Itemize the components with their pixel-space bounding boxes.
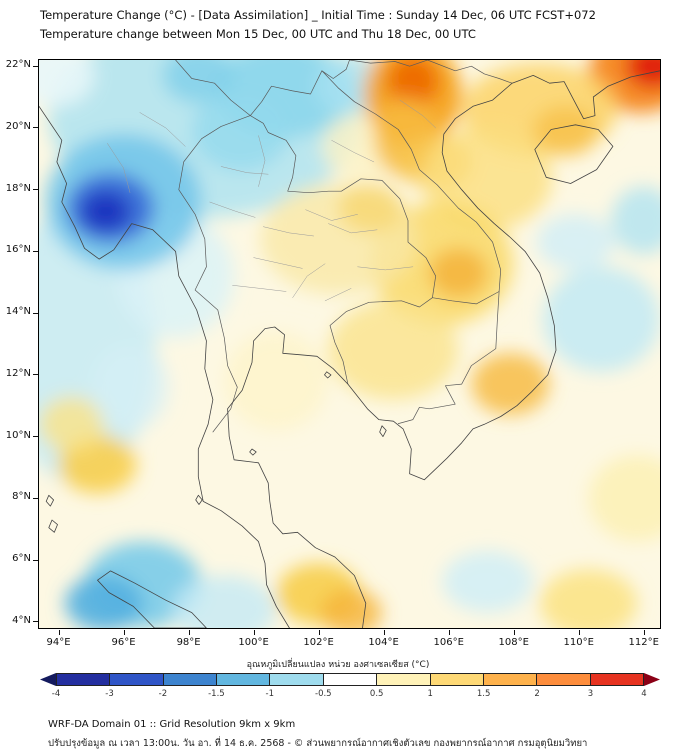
colorbar-overflow-arrow [644, 673, 660, 686]
lon-tick-mark [58, 630, 60, 635]
lat-tick-label: 14°N [5, 306, 31, 318]
colorbar [40, 673, 660, 686]
lon-tick-mark [448, 630, 450, 635]
colorbar-segment [430, 674, 484, 685]
colorbar-tick-label: -1 [265, 689, 275, 699]
country-border-lines [175, 60, 513, 433]
lon-tick-label: 102°E [303, 637, 334, 648]
lat-tick-label: 20°N [5, 120, 31, 132]
footer-domain-info: WRF-DA Domain 01 :: Grid Resolution 9km … [48, 719, 296, 730]
footer-credit: ปรับปรุงข้อมูล ณ เวลา 13:00น. วัน อา. ที… [48, 738, 588, 749]
lon-tick-mark [318, 630, 320, 635]
lat-tick-label: 18°N [5, 182, 31, 194]
map-plot-area [38, 59, 661, 629]
colorbar-segment [270, 674, 324, 685]
figure-subtitle: Temperature change between Mon 15 Dec, 0… [40, 27, 476, 41]
lon-tick-label: 104°E [368, 637, 399, 648]
colorbar-segment [377, 674, 431, 685]
colorbar-tick-label: -1.5 [208, 689, 225, 699]
lat-tick-label: 4°N [12, 614, 31, 626]
figure-title: Temperature Change (°C) - [Data Assimila… [40, 8, 596, 22]
colorbar-tick-label: 4 [641, 689, 647, 699]
colorbar-tick-label: -2 [158, 689, 168, 699]
colorbar-segment [590, 674, 643, 685]
lon-tick-label: 106°E [433, 637, 464, 648]
lon-tick-mark [123, 630, 125, 635]
colorbar-segment [163, 674, 218, 685]
lon-tick-label: 96°E [111, 637, 136, 648]
lat-tick-label: 8°N [12, 491, 31, 503]
colorbar-body [56, 673, 644, 686]
lat-tick-label: 12°N [5, 367, 31, 379]
colorbar-tick-label: -4 [51, 689, 61, 699]
lon-tick-mark [578, 630, 580, 635]
province-border-lines [107, 99, 436, 302]
colorbar-tick-label: 1.5 [476, 689, 491, 699]
colorbar-tick-label: 3 [587, 689, 594, 699]
colorbar-segment [57, 674, 111, 685]
colorbar-underflow-arrow [40, 673, 56, 686]
lon-tick-label: 98°E [176, 637, 201, 648]
colorbar-tick-labels: -4 -3 -2 -1.5 -1 -0.5 0.5 1 1.5 2 3 4 [40, 689, 660, 701]
lat-tick-label: 6°N [12, 553, 31, 565]
colorbar-segment [323, 674, 378, 685]
lon-tick-mark [643, 630, 645, 635]
lon-tick-label: 108°E [498, 637, 529, 648]
colorbar-segment [217, 674, 271, 685]
colorbar-tick-label: 0.5 [369, 689, 384, 699]
lon-tick-label: 94°E [46, 637, 71, 648]
lat-tick-label: 22°N [5, 59, 31, 71]
lon-tick-label: 100°E [238, 637, 269, 648]
colorbar-title: อุณหภูมิเปลี่ยนแปลง หน่วย องศาเซลเซียส (… [246, 660, 430, 670]
colorbar-tick-label: -3 [105, 689, 114, 699]
temperature-field [39, 60, 660, 628]
coastline-lines [39, 70, 660, 628]
colorbar-segment [483, 674, 538, 685]
colorbar-segment [110, 674, 164, 685]
colorbar-segment [537, 674, 591, 685]
lat-tick-label: 16°N [5, 244, 31, 256]
lon-tick-label: 110°E [563, 637, 594, 648]
lon-tick-mark [188, 630, 190, 635]
lon-tick-mark [513, 630, 515, 635]
lon-tick-label: 112°E [628, 637, 659, 648]
lon-tick-mark [383, 630, 385, 635]
colorbar-tick-label: -0.5 [315, 689, 332, 699]
colorbar-tick-label: 2 [534, 689, 540, 699]
lat-tick-label: 10°N [5, 429, 31, 441]
lon-tick-mark [253, 630, 255, 635]
colorbar-tick-label: 1 [427, 689, 433, 699]
temperature-map-canvas [39, 60, 660, 628]
